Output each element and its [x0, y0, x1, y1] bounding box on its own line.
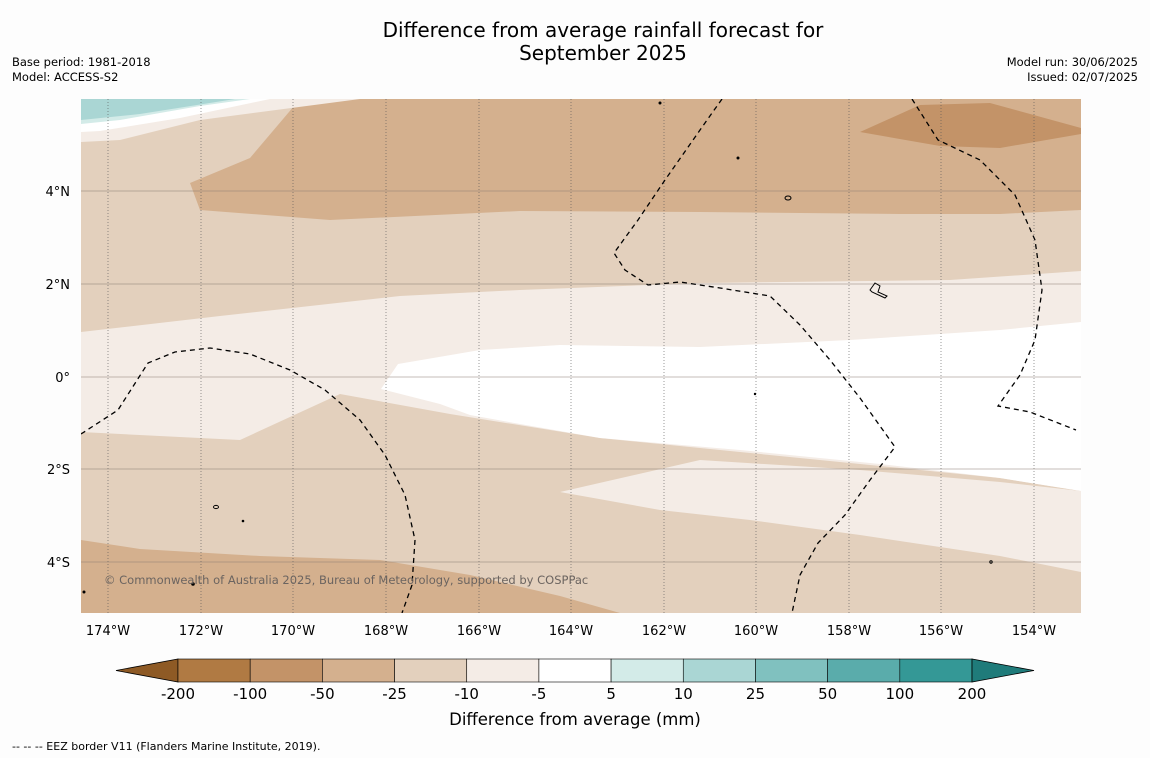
issued-date: Issued: 02/07/2025 [1027, 70, 1138, 84]
colorbar-tick-label: -10 [454, 685, 479, 703]
colorbar-extend-low [115, 658, 179, 683]
eez-border-central [613, 99, 896, 613]
anomaly-field: © Commonwealth of Australia 2025, Bureau… [81, 99, 1081, 613]
copyright-notice: © Commonwealth of Australia 2025, Bureau… [104, 573, 588, 587]
island-kiritimati [869, 282, 888, 299]
band-minus50-minus25-north [190, 99, 1081, 220]
eez-border-west [81, 347, 416, 613]
island [191, 582, 195, 586]
colorbar-bin [827, 658, 901, 683]
eez-legend-note: -- -- -- EEZ border V11 (Flanders Marine… [12, 740, 321, 753]
colorbar-extend-high [971, 658, 1035, 683]
latitude-label: 2°N [46, 278, 71, 293]
island [658, 101, 662, 105]
band-plus10-plus25 [81, 99, 235, 120]
longitude-label: 164°W [549, 624, 593, 639]
longitude-label: 170°W [271, 624, 315, 639]
latitude-label: 4°N [46, 185, 71, 200]
colorbar: -200 -100 -50 -25 -10 -5 5 10 25 50 100 200 [115, 658, 1035, 703]
colorbar-bin [899, 658, 973, 683]
island [213, 504, 219, 510]
longitude-label: 172°W [179, 624, 223, 639]
colorbar-tick-label: 100 [885, 685, 914, 703]
eez-borders [81, 99, 1077, 613]
colorbar-bin [394, 658, 468, 683]
colorbar-bin [538, 658, 612, 683]
island [753, 392, 757, 396]
eez-border-east [911, 99, 1077, 431]
colorbar-bin [322, 658, 395, 683]
graticule [81, 99, 1081, 613]
base-period: Base period: 1981-2018 [12, 55, 151, 69]
colorbar-bin [755, 658, 828, 683]
longitude-label: 160°W [734, 624, 778, 639]
latitude-label: 0° [55, 371, 70, 386]
longitude-label: 162°W [642, 624, 686, 639]
model-run: Model run: 30/06/2025 [1006, 55, 1138, 69]
islands [82, 101, 993, 594]
colorbar-bin [249, 658, 323, 683]
island [989, 560, 993, 564]
longitude-label: 166°W [457, 624, 501, 639]
colorbar-bin [610, 658, 684, 683]
island [241, 519, 245, 523]
band-minus100-minus50 [860, 103, 1081, 148]
latitude-labels: 4°N 2°N 0° 2°S 4°S [46, 185, 71, 571]
longitude-label: 158°W [827, 624, 871, 639]
longitude-label: 156°W [919, 624, 963, 639]
colorbar-tick-label: -200 [161, 685, 195, 703]
meta-right: Model run: 30/06/2025 Issued: 02/07/2025 [1007, 55, 1138, 85]
latitude-label: 4°S [47, 556, 70, 571]
colorbar-tick-label: -5 [531, 685, 546, 703]
colorbar-title: Difference from average (mm) [449, 710, 701, 729]
colorbar-bin [177, 658, 251, 683]
colorbar-tick-label: -100 [233, 685, 267, 703]
colorbar-bin [682, 658, 756, 683]
longitude-label: 154°W [1012, 624, 1056, 639]
island [82, 590, 86, 594]
colorbar-tick-label: 50 [818, 685, 837, 703]
longitude-label: 174°W [86, 624, 130, 639]
band-minus5-plus5 [381, 322, 1081, 491]
island [784, 195, 792, 201]
island [736, 156, 740, 160]
colorbar-tick-label: 5 [606, 685, 616, 703]
map-title: Difference from average rainfall forecas… [0, 19, 1150, 65]
longitude-label: 168°W [364, 624, 408, 639]
title-line-2: September 2025 [519, 41, 687, 65]
colorbar-tick-label: -25 [382, 685, 407, 703]
title-line-1: Difference from average rainfall forecas… [382, 18, 824, 42]
latitude-label: 2°S [47, 463, 70, 478]
colorbar-tick-label: 200 [958, 685, 987, 703]
band-minus50-minus25-south [81, 540, 620, 613]
colorbar-bin [466, 658, 540, 683]
model-name: Model: ACCESS-S2 [12, 70, 119, 84]
colorbar-tick-label: -50 [310, 685, 335, 703]
longitude-labels: 174°W 172°W 170°W 168°W 166°W 164°W 162°W 160°W… [86, 624, 1056, 639]
colorbar-tick-label: 10 [674, 685, 693, 703]
band-minus10-minus5-south [560, 460, 1081, 572]
colorbar-tick-label: 25 [746, 685, 765, 703]
meta-left: Base period: 1981-2018 Model: ACCESS-S2 [12, 55, 151, 85]
